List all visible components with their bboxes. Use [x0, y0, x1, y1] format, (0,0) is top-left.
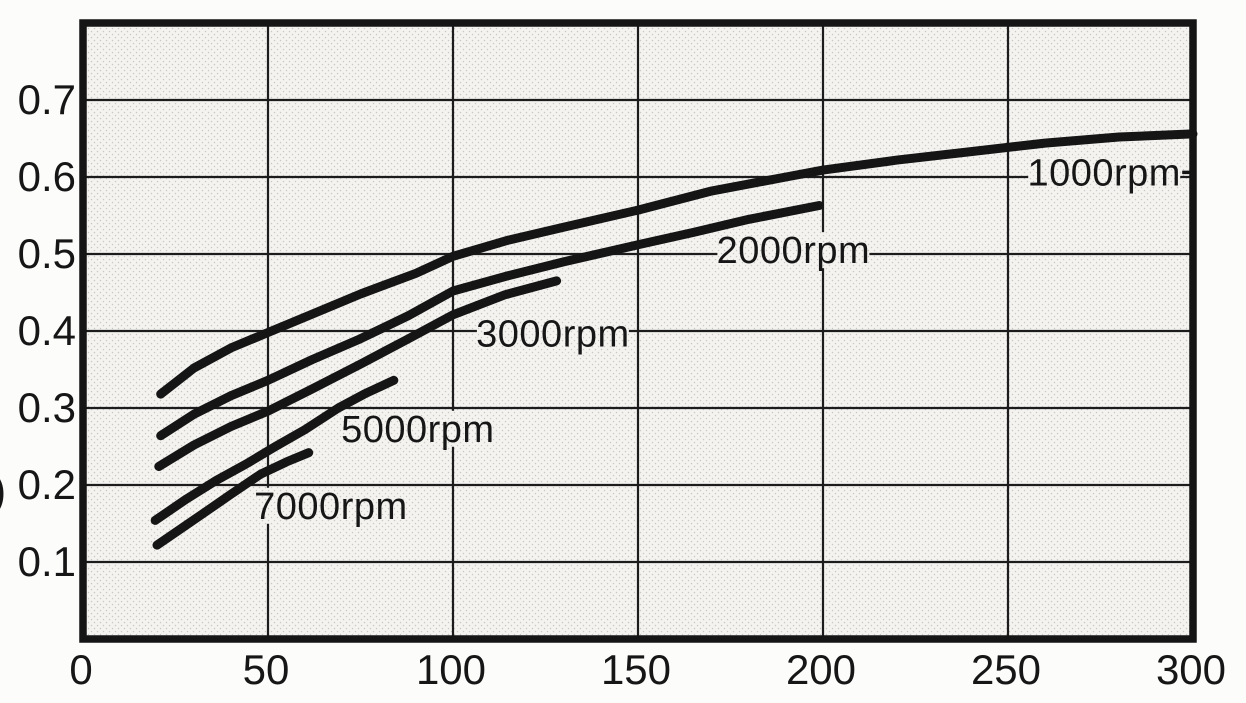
y-tick-label-0.1: 0.1 [18, 538, 76, 585]
curve-3000rpm [154, 276, 562, 471]
plot-border [79, 19, 1197, 643]
x-tick-label-150: 150 [601, 646, 671, 693]
y-tick-label-0.2: 0.2 [18, 461, 76, 508]
x-tick-label-0: 0 [69, 646, 92, 693]
x-tick-label-200: 200 [786, 646, 856, 693]
curve-label-7000rpm: 7000rpm [254, 486, 407, 528]
x-tick-label-250: 250 [971, 646, 1041, 693]
y-tick-label-0.7: 0.7 [18, 76, 76, 123]
curve-5000rpm [150, 375, 399, 525]
curve-2000rpm [156, 201, 824, 441]
curve-label-bg-5000rpm [341, 410, 494, 447]
y-tick-label-0.6: 0.6 [18, 153, 76, 200]
curve-label-3000rpm: 3000rpm [476, 313, 629, 355]
curve-label-bg-7000rpm [254, 487, 407, 524]
curve-label-2000rpm: 2000rpm [717, 230, 870, 272]
x-tick-label-50: 50 [243, 646, 290, 693]
x-tick-label-300: 300 [1156, 646, 1226, 693]
x-tick-label-100: 100 [416, 646, 486, 693]
curve-label-bg-1000rpm [1028, 154, 1181, 191]
curve-7000rpm [152, 448, 314, 550]
curve-label-5000rpm: 5000rpm [341, 409, 494, 451]
y-tick-label-0.5: 0.5 [18, 230, 76, 277]
curve-label-1000rpm: 1000rpm [1027, 152, 1180, 194]
curve-label-bg-3000rpm [476, 315, 629, 352]
curve-label-bg-2000rpm [717, 232, 870, 269]
y-tick-label-0.3: 0.3 [18, 384, 76, 431]
y-axis-unit-partial-glyph: ) [0, 464, 6, 516]
y-tick-label-0.4: 0.4 [18, 307, 76, 354]
curve-1000rpm [156, 129, 1198, 399]
